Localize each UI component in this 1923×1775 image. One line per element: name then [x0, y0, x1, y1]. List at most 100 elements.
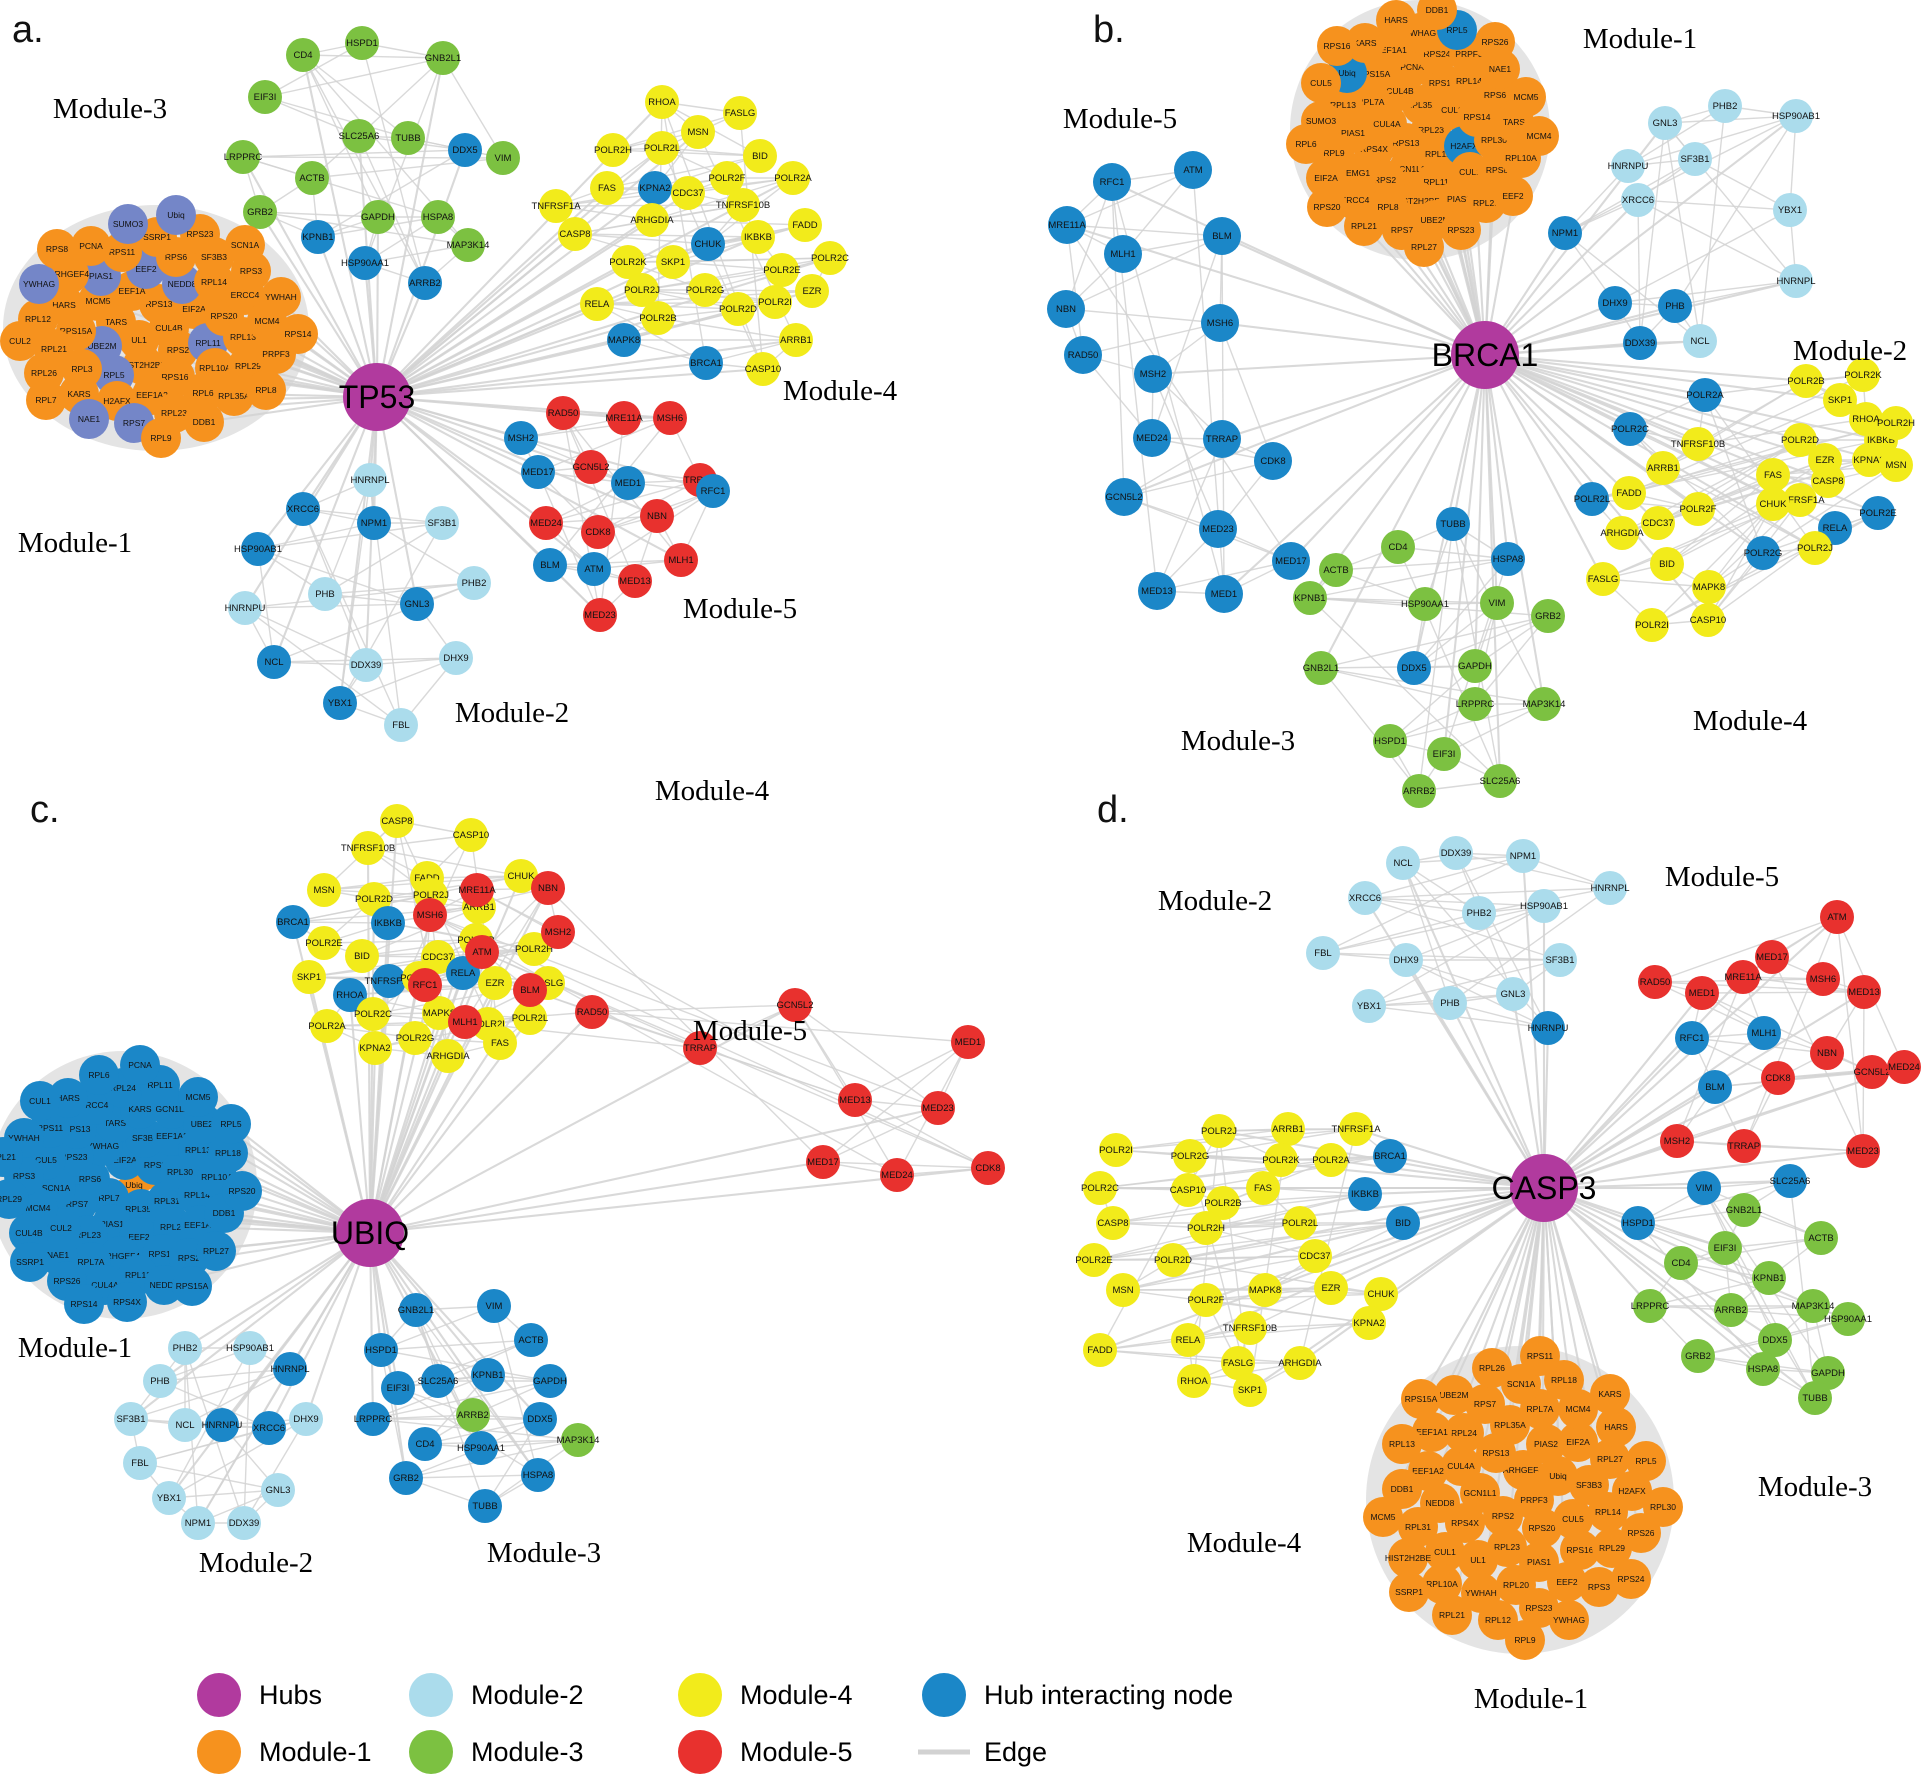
node-label: ACTB	[518, 1335, 543, 1346]
node-CDC37	[671, 176, 705, 210]
node-SF3B1	[1543, 943, 1577, 977]
node-RPL10A	[1422, 1564, 1462, 1604]
node-label: RPL29	[1473, 198, 1499, 208]
node-MAPK8	[607, 323, 641, 357]
node-MED1	[611, 466, 645, 500]
node-label: HSPA8	[1748, 1364, 1778, 1375]
node-TNFRSF10B	[726, 188, 760, 222]
node-CUL4B	[9, 1213, 49, 1253]
node-label: HSPD1	[1374, 736, 1406, 747]
node-TRRAP	[1203, 420, 1241, 458]
node-TNFRSF10B	[351, 831, 385, 865]
module-label: Module-1	[18, 527, 132, 559]
module-label: Module-5	[693, 1015, 807, 1047]
node-label: ARRB1	[780, 335, 812, 346]
node-GNB2L1	[1304, 651, 1338, 685]
node-label: EEF2	[1502, 191, 1524, 201]
node-label: BID	[1659, 559, 1675, 570]
node-label: POLR2G	[686, 285, 725, 296]
node-label: RPL14	[184, 1190, 210, 1200]
node-label: RPL3	[71, 364, 93, 374]
legend-swatch-Hubs	[197, 1673, 241, 1717]
module-label: Module-5	[683, 593, 797, 625]
node-label: ARRB2	[457, 1410, 489, 1421]
node-label: HSPD1	[1622, 1218, 1654, 1229]
node-label: POLR2E	[305, 938, 343, 949]
node-label: POLR2F	[709, 173, 746, 184]
node-RPS11	[1520, 1336, 1560, 1376]
node-label: MSH6	[657, 413, 683, 424]
node-label: DDX5	[452, 145, 477, 156]
node-label: POLR2A	[1312, 1155, 1350, 1166]
node-GAPDH	[533, 1364, 567, 1398]
node-label: MED13	[619, 576, 651, 587]
node-label: EEF2	[128, 1232, 150, 1242]
node-GCN5L2	[778, 988, 812, 1022]
node-label: MCM5	[85, 296, 110, 306]
node-GAPDH	[361, 200, 395, 234]
node-label: POLR2B	[1204, 1198, 1242, 1209]
node-label: GAPDH	[361, 212, 395, 223]
node-NCL	[1683, 324, 1717, 358]
node-label: TUBB	[395, 133, 420, 144]
node-MCM4	[1519, 116, 1559, 156]
node-label: RFC1	[1100, 177, 1125, 188]
node-label: EIF2A	[113, 1155, 137, 1165]
node-label: IKBKB	[744, 232, 772, 243]
legend-label: Module-2	[471, 1680, 584, 1710]
node-label: MED13	[1141, 586, 1173, 597]
node-label: RPL30	[1650, 1502, 1676, 1512]
node-SSRP1	[1389, 1572, 1429, 1612]
node-label: GCN5L2	[1854, 1067, 1891, 1078]
node-label: MED17	[1275, 556, 1307, 567]
node-SLC25A6	[342, 119, 376, 153]
node-label: RPL35A	[1494, 1420, 1526, 1430]
node-label: CD4	[1388, 542, 1407, 553]
node-label: ERCC4	[80, 1100, 109, 1110]
node-HNRNPU	[1611, 149, 1645, 183]
node-label: RPS16	[1567, 1545, 1594, 1555]
node-RPL21	[0, 1137, 23, 1177]
node-label: FASLG	[1223, 1358, 1254, 1369]
node-POLR2C	[813, 241, 847, 275]
node-PCNA	[71, 226, 111, 266]
node-MSH2	[504, 421, 538, 455]
panel-tag-d: d.	[1097, 789, 1129, 831]
node-SF3B1	[114, 1402, 148, 1436]
node-label: HSP90AA1	[457, 1443, 505, 1454]
node-label: PCNA	[79, 241, 103, 251]
module-label: Module-2	[199, 1547, 313, 1579]
node-KPNA2	[638, 171, 672, 205]
node-FASLG	[723, 96, 757, 130]
node-label: POLR2J	[1201, 1126, 1237, 1137]
node-label: POLR2H	[1877, 418, 1915, 429]
node-label: RPL13	[1330, 100, 1356, 110]
node-label: DDX5	[1401, 663, 1426, 674]
node-label: RPL26	[31, 368, 57, 378]
node-label: TARS	[105, 317, 127, 327]
node-MED13	[618, 564, 652, 598]
node-label: SCN1A	[42, 1183, 71, 1193]
node-RPS20	[1307, 187, 1347, 227]
node-MCM5	[178, 1077, 218, 1117]
legend-swatch-Module-4	[678, 1673, 722, 1717]
node-POLR2G	[1173, 1139, 1207, 1173]
node-label: EZR	[803, 286, 822, 297]
node-label: Ubiq	[1549, 1471, 1567, 1481]
node-PHB	[308, 577, 342, 611]
node-label: MED13	[1848, 987, 1880, 998]
node-label: ACTB	[299, 173, 324, 184]
node-RPS23	[1441, 210, 1481, 250]
node-EIF3I	[381, 1371, 415, 1405]
node-BID	[743, 139, 777, 173]
node-label: FADD	[792, 220, 817, 231]
panel-a: CD4 HSPD1 GNB2L1 EIF3I SLC25A6 TUBB DDX5 VIM LRP…	[0, 9, 898, 742]
hub-BRCA1	[1451, 321, 1519, 389]
d-module-5: ATM MED17 MRE11A MSH6 MED13 RAD50 MED1 MLH1 RFC1…	[1638, 900, 1921, 1168]
node-RPS24	[1611, 1559, 1651, 1599]
node-label: TNFRSF1A	[531, 201, 581, 212]
node-GNL3	[400, 587, 434, 621]
node-CASP8	[380, 804, 414, 838]
node-label: RPL21	[1351, 221, 1377, 231]
node-label: RPL24	[110, 1083, 136, 1093]
